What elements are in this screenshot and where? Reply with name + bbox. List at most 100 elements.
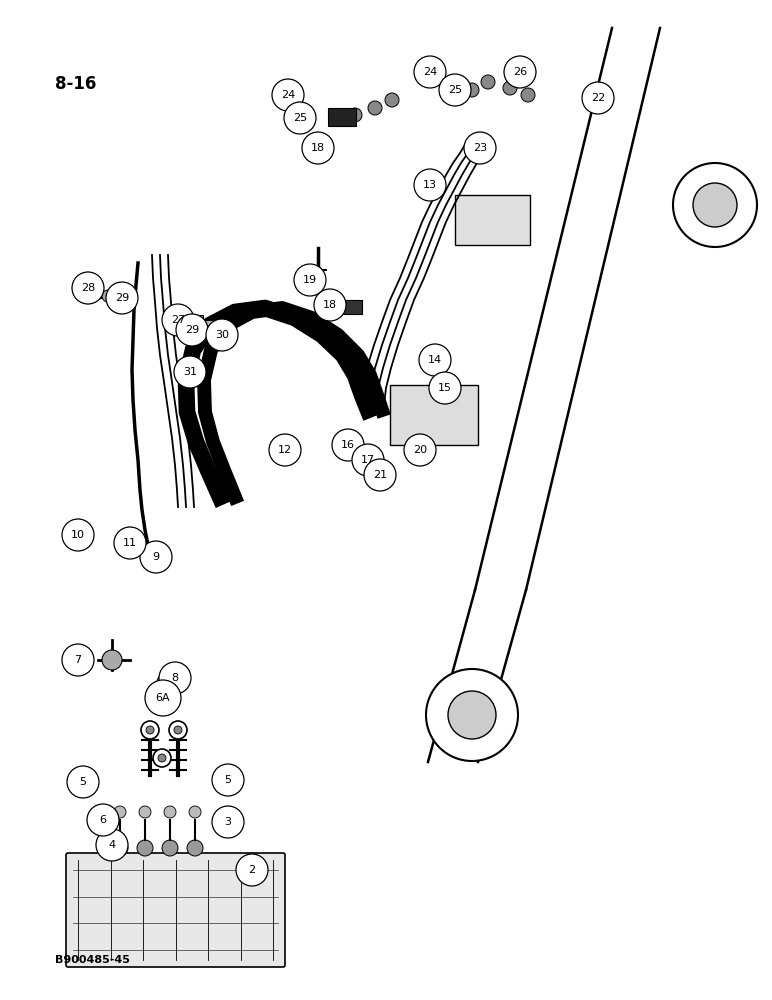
Circle shape — [164, 692, 180, 708]
Text: 3: 3 — [225, 817, 232, 827]
Text: 18: 18 — [311, 143, 325, 153]
Circle shape — [693, 183, 737, 227]
Text: 7: 7 — [74, 655, 82, 665]
Circle shape — [176, 314, 208, 346]
Text: 21: 21 — [373, 470, 387, 480]
FancyBboxPatch shape — [66, 853, 285, 967]
Text: 22: 22 — [591, 93, 605, 103]
Text: 24: 24 — [281, 90, 295, 100]
Circle shape — [212, 764, 244, 796]
Circle shape — [269, 434, 301, 466]
Circle shape — [385, 93, 399, 107]
Text: 11: 11 — [123, 538, 137, 548]
Text: 14: 14 — [428, 355, 442, 365]
Circle shape — [159, 662, 191, 694]
Circle shape — [582, 82, 614, 114]
Circle shape — [349, 444, 361, 456]
Circle shape — [172, 674, 188, 690]
Circle shape — [189, 806, 201, 818]
Text: 6A: 6A — [156, 693, 171, 703]
Text: 13: 13 — [423, 180, 437, 190]
Circle shape — [465, 83, 479, 97]
Text: 25: 25 — [293, 113, 307, 123]
Circle shape — [207, 325, 217, 335]
Circle shape — [368, 101, 382, 115]
Circle shape — [162, 840, 178, 856]
Circle shape — [448, 691, 496, 739]
Circle shape — [481, 75, 495, 89]
Circle shape — [174, 356, 206, 388]
Bar — [187, 315, 203, 335]
Circle shape — [67, 766, 99, 798]
Text: 17: 17 — [361, 455, 375, 465]
Circle shape — [426, 669, 518, 761]
Circle shape — [429, 372, 461, 404]
Circle shape — [212, 806, 244, 838]
Circle shape — [112, 840, 128, 856]
Circle shape — [419, 344, 451, 376]
Text: 5: 5 — [80, 777, 86, 787]
Circle shape — [145, 680, 181, 716]
Circle shape — [464, 132, 496, 164]
Circle shape — [153, 749, 171, 767]
Bar — [340, 300, 362, 314]
Circle shape — [409, 442, 421, 454]
Circle shape — [164, 806, 176, 818]
Text: 31: 31 — [183, 367, 197, 377]
Text: 9: 9 — [152, 552, 160, 562]
Circle shape — [364, 449, 376, 461]
Circle shape — [157, 674, 173, 690]
Bar — [204, 320, 220, 340]
Circle shape — [504, 56, 536, 88]
Circle shape — [140, 541, 172, 573]
Text: 18: 18 — [323, 300, 337, 310]
Text: 12: 12 — [278, 445, 292, 455]
Circle shape — [364, 459, 396, 491]
Circle shape — [62, 644, 94, 676]
Circle shape — [332, 429, 364, 461]
Circle shape — [187, 840, 203, 856]
Text: 8-16: 8-16 — [55, 75, 96, 93]
Circle shape — [302, 132, 334, 164]
Circle shape — [404, 434, 436, 466]
Text: 23: 23 — [473, 143, 487, 153]
Circle shape — [96, 829, 128, 861]
Text: 4: 4 — [108, 840, 116, 850]
Text: 29: 29 — [115, 293, 129, 303]
Text: 5: 5 — [225, 775, 232, 785]
Circle shape — [87, 804, 119, 836]
FancyBboxPatch shape — [390, 385, 478, 445]
Circle shape — [146, 726, 154, 734]
Text: 19: 19 — [303, 275, 317, 285]
Circle shape — [414, 169, 446, 201]
Text: 2: 2 — [249, 865, 256, 875]
Circle shape — [236, 854, 268, 886]
Circle shape — [414, 56, 446, 88]
Circle shape — [72, 272, 104, 304]
Circle shape — [448, 91, 462, 105]
Circle shape — [114, 527, 146, 559]
Circle shape — [352, 444, 384, 476]
Circle shape — [190, 320, 200, 330]
Circle shape — [503, 81, 517, 95]
Circle shape — [314, 289, 346, 321]
Text: 20: 20 — [413, 445, 427, 455]
Text: 30: 30 — [215, 330, 229, 340]
Circle shape — [102, 290, 114, 302]
Circle shape — [162, 304, 194, 336]
Circle shape — [137, 840, 153, 856]
Text: 26: 26 — [513, 67, 527, 77]
Circle shape — [102, 650, 122, 670]
Circle shape — [284, 102, 316, 134]
Bar — [328, 108, 356, 126]
Text: 6: 6 — [100, 815, 107, 825]
Circle shape — [206, 319, 238, 351]
Circle shape — [272, 79, 304, 111]
Text: 10: 10 — [71, 530, 85, 540]
Circle shape — [348, 108, 362, 122]
Text: 16: 16 — [341, 440, 355, 450]
Text: 29: 29 — [185, 325, 199, 335]
Circle shape — [174, 726, 182, 734]
Circle shape — [139, 806, 151, 818]
Bar — [455, 195, 530, 245]
